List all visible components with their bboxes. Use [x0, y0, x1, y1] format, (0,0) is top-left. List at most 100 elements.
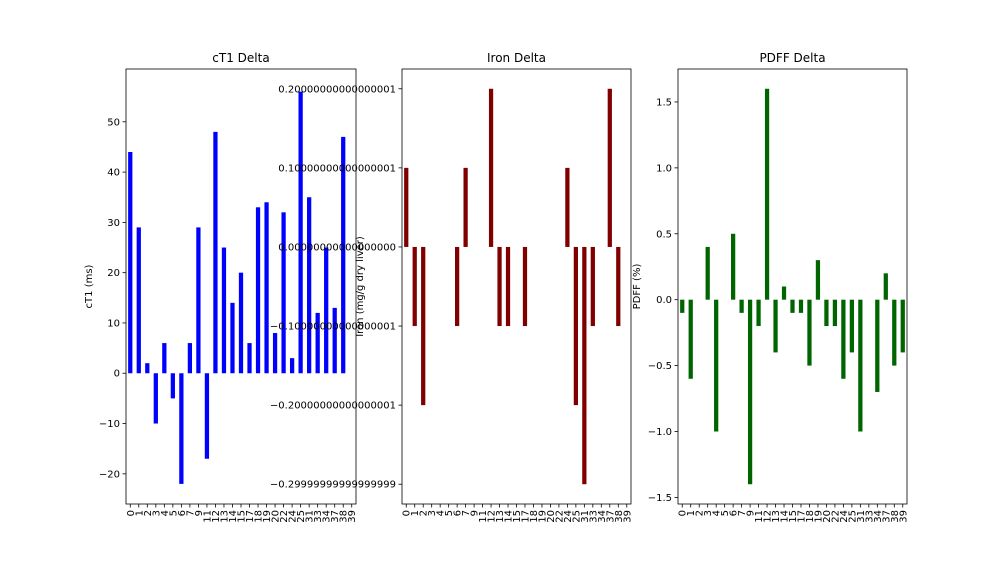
- bar: [230, 302, 235, 374]
- x-tick-label: 0: [126, 510, 137, 516]
- bar: [272, 333, 278, 374]
- bar: [607, 88, 612, 247]
- x-tick-label: 5: [720, 510, 731, 516]
- bar: [179, 373, 184, 484]
- x-tick-label: 22: [830, 510, 841, 523]
- bar: [781, 286, 787, 300]
- x-tick-label: 5: [444, 510, 455, 516]
- x-tick-label: 6: [729, 510, 740, 516]
- bar: [289, 358, 295, 374]
- x-tick-label: 39: [898, 510, 909, 523]
- x-tick-label: 15: [788, 510, 799, 523]
- y-tick-label: 10: [107, 318, 120, 329]
- bar: [145, 363, 150, 374]
- x-tick-label: 13: [219, 510, 230, 523]
- bar: [705, 246, 710, 300]
- x-tick-label: 14: [228, 510, 239, 523]
- x-tick-label: 15: [512, 510, 523, 523]
- x-tick-label: 3: [703, 510, 714, 516]
- x-tick-label: 2: [143, 510, 154, 516]
- bar: [764, 88, 770, 300]
- y-tick-label: −0.5: [648, 361, 672, 372]
- bar: [324, 247, 329, 374]
- x-tick-label: 39: [347, 510, 358, 523]
- bar: [573, 246, 578, 406]
- x-tick-label: 19: [262, 510, 273, 523]
- bar: [815, 260, 821, 300]
- bar: [136, 227, 141, 374]
- bar: [858, 299, 863, 432]
- x-tick-label: 2: [695, 510, 706, 516]
- x-tick-label: 18: [529, 510, 540, 523]
- x-tick-label: 39: [622, 510, 633, 523]
- x-tick-label: 24: [839, 510, 850, 523]
- x-tick-label: 33: [313, 510, 324, 523]
- x-tick-label: 25: [847, 510, 858, 523]
- bar: [900, 299, 905, 353]
- y-axis-label: cT1 (ms): [84, 264, 95, 308]
- bar: [264, 202, 269, 374]
- y-tick-label: −1.0: [648, 427, 672, 438]
- x-tick-label: 33: [588, 510, 599, 523]
- x-tick-label: 34: [597, 510, 608, 523]
- chart-panel-0: −20−100102030405001234567911121314151718…: [84, 51, 358, 523]
- bar: [488, 88, 494, 247]
- bar: [463, 167, 468, 247]
- bar: [756, 299, 761, 327]
- bar: [128, 151, 133, 374]
- bar: [790, 299, 795, 313]
- x-tick-label: 11: [754, 510, 765, 523]
- y-tick-label: −0.10000000000000001: [270, 322, 396, 333]
- x-tick-label: 20: [822, 510, 833, 523]
- x-tick-label: 24: [563, 510, 574, 523]
- x-tick-label: 1: [134, 510, 145, 516]
- x-tick-label: 3: [151, 510, 162, 516]
- x-tick-label: 7: [185, 510, 196, 516]
- x-tick-label: 20: [546, 510, 557, 523]
- x-tick-label: 7: [461, 510, 472, 516]
- x-tick-label: 18: [805, 510, 816, 523]
- y-tick-label: 50: [107, 117, 120, 128]
- x-tick-label: 2: [419, 510, 430, 516]
- bar: [315, 312, 320, 374]
- x-tick-label: 9: [470, 510, 481, 516]
- bar: [731, 233, 736, 300]
- x-tick-label: 12: [487, 510, 498, 523]
- x-tick-label: 5: [168, 510, 179, 516]
- x-tick-label: 34: [322, 510, 333, 523]
- y-axis-label: PDFF (%): [632, 264, 643, 310]
- x-tick-label: 6: [453, 510, 464, 516]
- x-tick-label: 20: [271, 510, 282, 523]
- bar: [187, 343, 193, 374]
- x-tick-label: 22: [554, 510, 565, 523]
- y-tick-label: −1.5: [648, 493, 672, 504]
- chart-panel-1: −0.29999999999999999 −0.20000000000000001…: [270, 51, 633, 523]
- x-tick-label: 4: [160, 510, 171, 516]
- bar: [332, 307, 337, 374]
- bar: [455, 246, 460, 327]
- x-tick-label: 17: [245, 510, 256, 523]
- x-tick-label: 22: [279, 510, 290, 523]
- bar: [773, 299, 778, 353]
- x-tick-label: 31: [305, 510, 316, 523]
- x-tick-label: 31: [856, 510, 867, 523]
- x-tick-label: 0: [678, 510, 689, 516]
- y-tick-label: 40: [107, 168, 120, 179]
- x-tick-label: 38: [614, 510, 625, 523]
- x-tick-label: 38: [339, 510, 350, 523]
- x-tick-label: 37: [881, 510, 892, 523]
- bar: [875, 299, 880, 392]
- y-tick-label: 0.20000000000000001: [278, 84, 396, 95]
- bar: [298, 91, 303, 374]
- x-tick-label: 12: [211, 510, 222, 523]
- y-tick-label: −20: [99, 469, 120, 480]
- x-tick-label: 17: [796, 510, 807, 523]
- y-tick-label: 1.0: [656, 163, 672, 174]
- x-tick-label: 7: [737, 510, 748, 516]
- bar: [849, 299, 854, 353]
- bar: [616, 246, 621, 327]
- x-tick-label: 17: [520, 510, 531, 523]
- y-tick-label: −0.20000000000000001: [270, 401, 396, 412]
- bar: [824, 299, 829, 327]
- bar: [522, 246, 528, 327]
